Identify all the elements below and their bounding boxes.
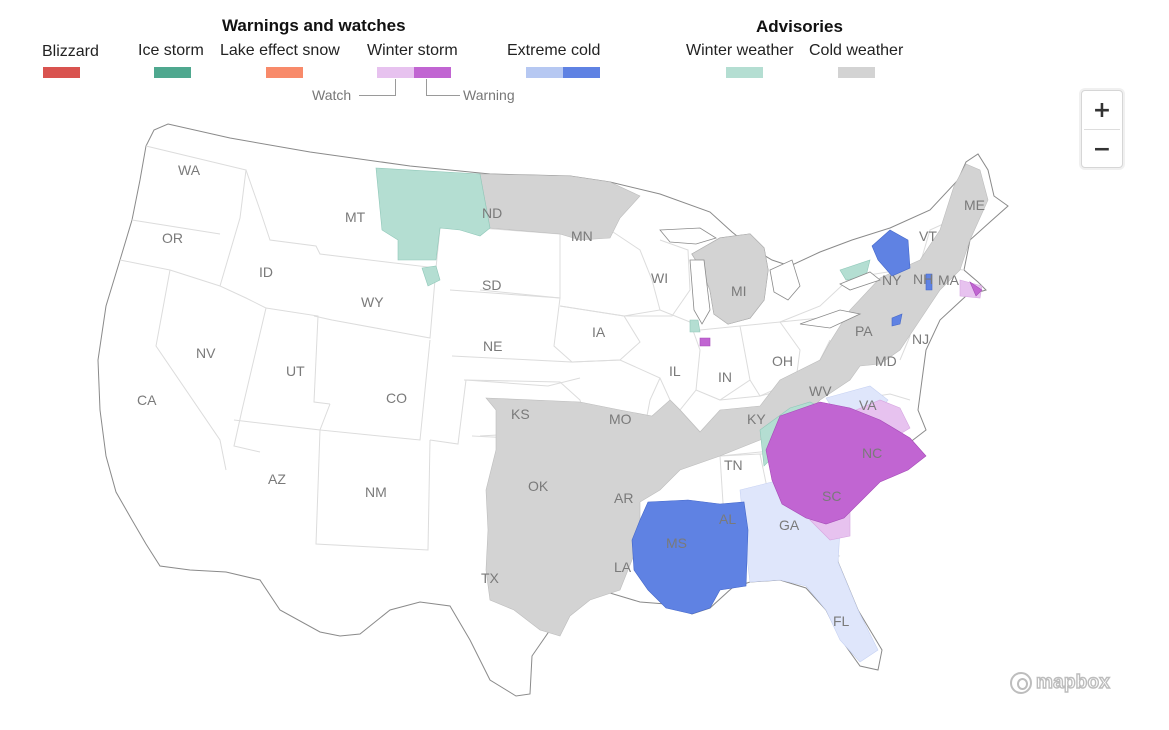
state-label-la: LA: [614, 559, 632, 575]
state-label-sc: SC: [822, 488, 841, 504]
great-lakes: [659, 227, 881, 329]
state-label-ia: IA: [592, 324, 606, 340]
state-label-sd: SD: [482, 277, 501, 293]
state-label-oh: OH: [772, 353, 793, 369]
state-label-al: AL: [719, 511, 736, 527]
weather-alert-map[interactable]: WA OR CA ID NV UT AZ MT WY CO NM ND SD N…: [20, 110, 1150, 722]
mapbox-mark-icon: [1010, 672, 1032, 694]
state-label-il: IL: [669, 363, 681, 379]
legend-swatch-winter-storm-warning: [414, 67, 451, 78]
state-label-ca: CA: [137, 392, 157, 408]
state-label-pa: PA: [855, 323, 873, 339]
state-label-ar: AR: [614, 490, 633, 506]
state-label-ut: UT: [286, 363, 305, 379]
state-label-ky: KY: [747, 411, 766, 427]
state-label-nj: NJ: [912, 331, 929, 347]
zoom-divider: [1084, 129, 1120, 130]
state-label-wy: WY: [361, 294, 384, 310]
legend-swatch-blizzard: [43, 67, 80, 78]
state-label-ga: GA: [779, 517, 800, 533]
state-label-ma: MA: [938, 272, 960, 288]
state-label-tn: TN: [724, 457, 743, 473]
legend-label-cold-weather: Cold weather: [809, 42, 904, 59]
state-label-id: ID: [259, 264, 273, 280]
cold-weather-advisory-areas: [479, 163, 989, 637]
state-label-ny: NY: [882, 272, 902, 288]
state-label-mi: MI: [731, 283, 747, 299]
legend-label-lake-effect-snow: Lake effect snow: [220, 42, 340, 59]
state-label-tx: TX: [481, 570, 500, 586]
legend-swatch-winter-weather: [726, 67, 763, 78]
legend-swatch-extreme-cold-watch: [526, 67, 563, 78]
state-label-mo: MO: [609, 411, 632, 427]
warning-callout-label: Warning: [463, 87, 515, 103]
state-label-in: IN: [718, 369, 732, 385]
state-label-co: CO: [386, 390, 407, 406]
state-label-or: OR: [162, 230, 183, 246]
warning-callout-line: [426, 95, 460, 96]
state-label-me: ME: [964, 197, 985, 213]
state-label-nc: NC: [862, 445, 882, 461]
state-label-mt: MT: [345, 209, 366, 225]
state-label-md: MD: [875, 353, 897, 369]
legend-swatch-extreme-cold-warning: [563, 67, 600, 78]
state-label-wv: WV: [809, 383, 832, 399]
state-labels: WA OR CA ID NV UT AZ MT WY CO NM ND SD N…: [137, 162, 985, 629]
legend-label-winter-storm: Winter storm: [367, 42, 458, 59]
state-label-nm: NM: [365, 484, 387, 500]
watch-callout-tick: [395, 79, 396, 96]
us-map-svg[interactable]: WA OR CA ID NV UT AZ MT WY CO NM ND SD N…: [20, 110, 1150, 722]
watch-callout-label: Watch: [312, 87, 352, 103]
zoom-controls: + −: [1081, 90, 1123, 168]
warning-callout-tick: [426, 79, 427, 96]
legend-swatch-ice-storm: [154, 67, 191, 78]
extreme-cold-warning-areas: [631, 229, 933, 615]
state-label-nd: ND: [482, 205, 502, 221]
state-label-wa: WA: [178, 162, 201, 178]
state-label-va: VA: [859, 397, 877, 413]
state-label-ms: MS: [666, 535, 687, 551]
mapbox-logo[interactable]: mapbox: [1010, 670, 1111, 696]
mapbox-wordmark: mapbox: [1035, 671, 1111, 693]
map-legend: Warnings and watches Advisories Blizzard…: [0, 0, 1169, 110]
winter-storm-warning-areas: [699, 281, 983, 525]
legend-label-winter-weather: Winter weather: [686, 42, 794, 59]
zoom-in-button[interactable]: +: [1082, 91, 1122, 129]
state-label-nh: NH: [913, 271, 933, 287]
warnings-watches-title: Warnings and watches: [222, 16, 406, 35]
legend-swatch-cold-weather: [838, 67, 875, 78]
advisories-title: Advisories: [756, 17, 843, 36]
state-label-ok: OK: [528, 478, 549, 494]
state-label-nv: NV: [196, 345, 216, 361]
legend-swatch-lake-effect-snow: [266, 67, 303, 78]
state-label-az: AZ: [268, 471, 286, 487]
watch-callout-line: [359, 95, 396, 96]
legend-label-blizzard: Blizzard: [42, 43, 99, 60]
legend-label-ice-storm: Ice storm: [138, 42, 204, 59]
state-label-mn: MN: [571, 228, 593, 244]
state-label-vt: VT: [919, 228, 937, 244]
legend-swatch-winter-storm-watch: [377, 67, 414, 78]
zoom-out-button[interactable]: −: [1082, 130, 1122, 168]
state-label-fl: FL: [833, 613, 850, 629]
state-label-ks: KS: [511, 406, 530, 422]
state-label-wi: WI: [651, 270, 668, 286]
state-label-ne: NE: [483, 338, 502, 354]
legend-label-extreme-cold: Extreme cold: [507, 42, 601, 59]
